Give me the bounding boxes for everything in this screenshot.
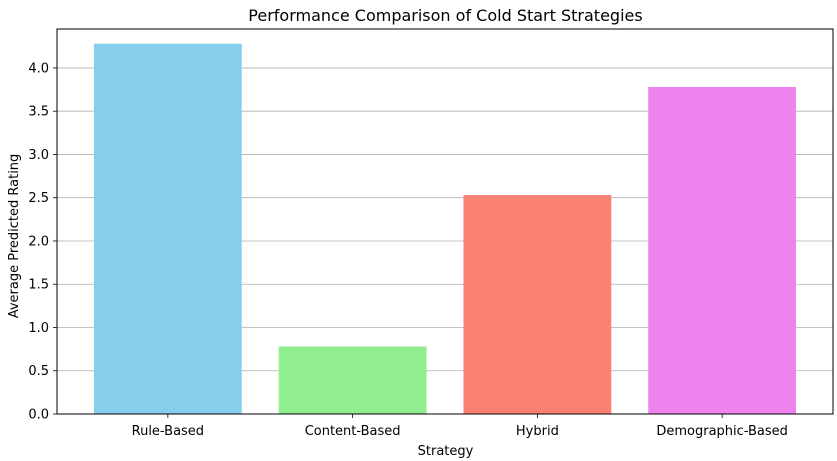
- y-tick-label: 1.0: [28, 321, 49, 336]
- x-tick-label: Rule-Based: [132, 424, 204, 439]
- bar-rule-based: [93, 43, 242, 415]
- bar-hybrid: [463, 195, 612, 414]
- x-ticks: Rule-Based Content-Based Hybrid Demographic…: [132, 414, 788, 439]
- chart-title: Performance Comparison of Cold Start Str…: [248, 6, 642, 25]
- x-tick-label: Demographic-Based: [656, 424, 788, 439]
- y-tick-label: 3.0: [28, 148, 49, 163]
- x-tick-label: Content-Based: [305, 424, 401, 439]
- y-tick-label: 1.5: [28, 278, 49, 293]
- y-tick-label: 0.0: [28, 408, 49, 423]
- x-tick-label: Hybrid: [516, 424, 559, 439]
- y-ticks: 0.0 0.5 1.0 1.5 2.0 2.5 3.0 3.5 4.0: [28, 61, 57, 423]
- y-tick-label: 0.5: [28, 364, 49, 379]
- bars: [93, 43, 797, 415]
- y-tick-label: 3.5: [28, 105, 49, 120]
- y-tick-label: 2.5: [28, 191, 49, 206]
- plot-frame: [56, 28, 834, 415]
- bar-content-based: [278, 346, 427, 414]
- x-axis-title: Strategy: [418, 444, 474, 459]
- bar-demographic-based: [648, 86, 797, 414]
- y-tick-label: 4.0: [28, 61, 49, 76]
- y-axis-title: Average Predicted Rating: [7, 154, 22, 319]
- y-tick-label: 2.0: [28, 234, 49, 249]
